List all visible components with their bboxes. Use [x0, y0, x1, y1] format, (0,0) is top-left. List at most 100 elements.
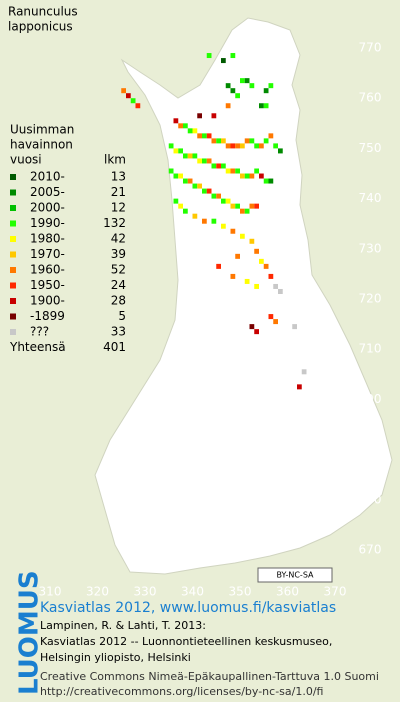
observation-square: [278, 148, 283, 154]
citation: Lampinen, R. & Lahti, T. 2013:: [40, 619, 206, 632]
observation-square: [183, 178, 188, 184]
legend-count: 28: [111, 294, 126, 308]
observation-square: [240, 143, 245, 149]
x-tick-label: 370: [324, 585, 347, 599]
x-tick-label: 320: [86, 585, 109, 599]
observation-square: [216, 138, 221, 144]
observation-square: [202, 158, 207, 164]
observation-square: [173, 118, 179, 124]
observation-square: [225, 103, 231, 109]
legend-heading: Uusimman: [10, 123, 74, 137]
observation-square: [192, 183, 198, 189]
observation-square: [197, 113, 202, 119]
legend-label: 1990-: [30, 216, 65, 230]
observation-square: [297, 384, 302, 390]
observation-square: [244, 173, 250, 179]
citation: Kasviatlas 2012 -- Luonnontieteellinen k…: [40, 635, 332, 648]
observation-square: [211, 163, 217, 169]
legend-total: 401: [103, 340, 126, 354]
observation-square: [240, 173, 245, 179]
observation-square: [230, 273, 236, 279]
legend-heading: lkm: [104, 153, 126, 167]
y-tick-label: 770: [359, 41, 382, 55]
observation-square: [263, 178, 269, 184]
observation-square: [187, 128, 193, 134]
citation: Helsingin yliopisto, Helsinki: [40, 651, 191, 664]
legend-count: 42: [111, 232, 126, 246]
observation-square: [263, 263, 269, 269]
observation-square: [244, 138, 250, 144]
observation-square: [249, 138, 255, 144]
observation-square: [259, 143, 264, 149]
license-badge: [257, 567, 333, 583]
license: http://creativecommons.org/licenses/by-n…: [40, 685, 323, 698]
observation-square: [235, 253, 240, 259]
observation-square: [259, 103, 264, 109]
observation-square: [216, 163, 221, 169]
observation-square: [230, 88, 236, 94]
observation-square: [268, 133, 274, 139]
observation-square: [273, 319, 278, 325]
legend-label: ???: [30, 325, 49, 339]
observation-square: [254, 329, 259, 335]
observation-square: [249, 238, 255, 244]
axes: 310 320 330 340 350 360 370 670 680 690 700 710 720 7…: [39, 41, 382, 599]
legend-heading: vuosi: [10, 153, 42, 167]
y-tick-label: 690: [359, 442, 382, 456]
observation-square: [202, 133, 207, 139]
legend-count: 21: [111, 185, 126, 199]
observation-square: [178, 203, 183, 209]
y-tick-label: 700: [359, 392, 382, 406]
legend-swatch: [10, 189, 16, 196]
legend-swatch: [10, 236, 16, 242]
observation-square: [202, 188, 207, 194]
observation-square: [235, 203, 240, 209]
x-tick-label: 310: [39, 585, 62, 599]
legend-label: 1960-: [30, 263, 65, 277]
observation-square: [173, 148, 179, 154]
legend-swatch: [10, 251, 16, 258]
legend-swatch: [10, 329, 16, 335]
observation-square: [225, 83, 231, 89]
observation-square: [263, 88, 269, 94]
y-tick-label: 710: [359, 342, 382, 356]
observation-square: [235, 93, 240, 99]
observation-square: [216, 263, 221, 269]
observation-square: [206, 158, 212, 164]
observation-square: [254, 203, 259, 209]
squares: [121, 53, 307, 390]
observation-square: [225, 143, 231, 149]
observation-square: [197, 133, 202, 139]
observation-square: [206, 53, 212, 59]
observation-square: [268, 273, 274, 279]
observation-square: [192, 153, 198, 159]
observation-square: [230, 203, 236, 209]
observation-square: [244, 208, 250, 214]
observation-square: [230, 168, 236, 174]
observation-square: [206, 133, 212, 139]
observation-square: [268, 83, 274, 89]
observation-square: [292, 324, 297, 330]
observation-square: [278, 288, 283, 294]
y-tick-label: 680: [359, 492, 382, 506]
observation-square: [211, 138, 217, 144]
observation-square: [225, 168, 231, 174]
legend-swatch: [10, 313, 16, 320]
observation-square: [183, 153, 188, 159]
observation-square: [183, 208, 188, 214]
observation-square: [221, 198, 226, 204]
observation-square: [173, 173, 179, 179]
observation-square: [235, 143, 240, 149]
observation-square: [244, 278, 250, 284]
y-tick-label: 670: [359, 543, 382, 557]
observation-square: [168, 143, 174, 149]
observation-square: [168, 168, 174, 174]
observation-square: [254, 248, 259, 254]
observation-square: [202, 218, 207, 224]
observation-square: [244, 78, 250, 84]
observation-square: [221, 223, 226, 229]
finland-outline: [94, 17, 393, 575]
y-tick-label: 720: [359, 292, 382, 306]
observation-square: [206, 188, 212, 194]
x-tick-label: 330: [134, 585, 157, 599]
